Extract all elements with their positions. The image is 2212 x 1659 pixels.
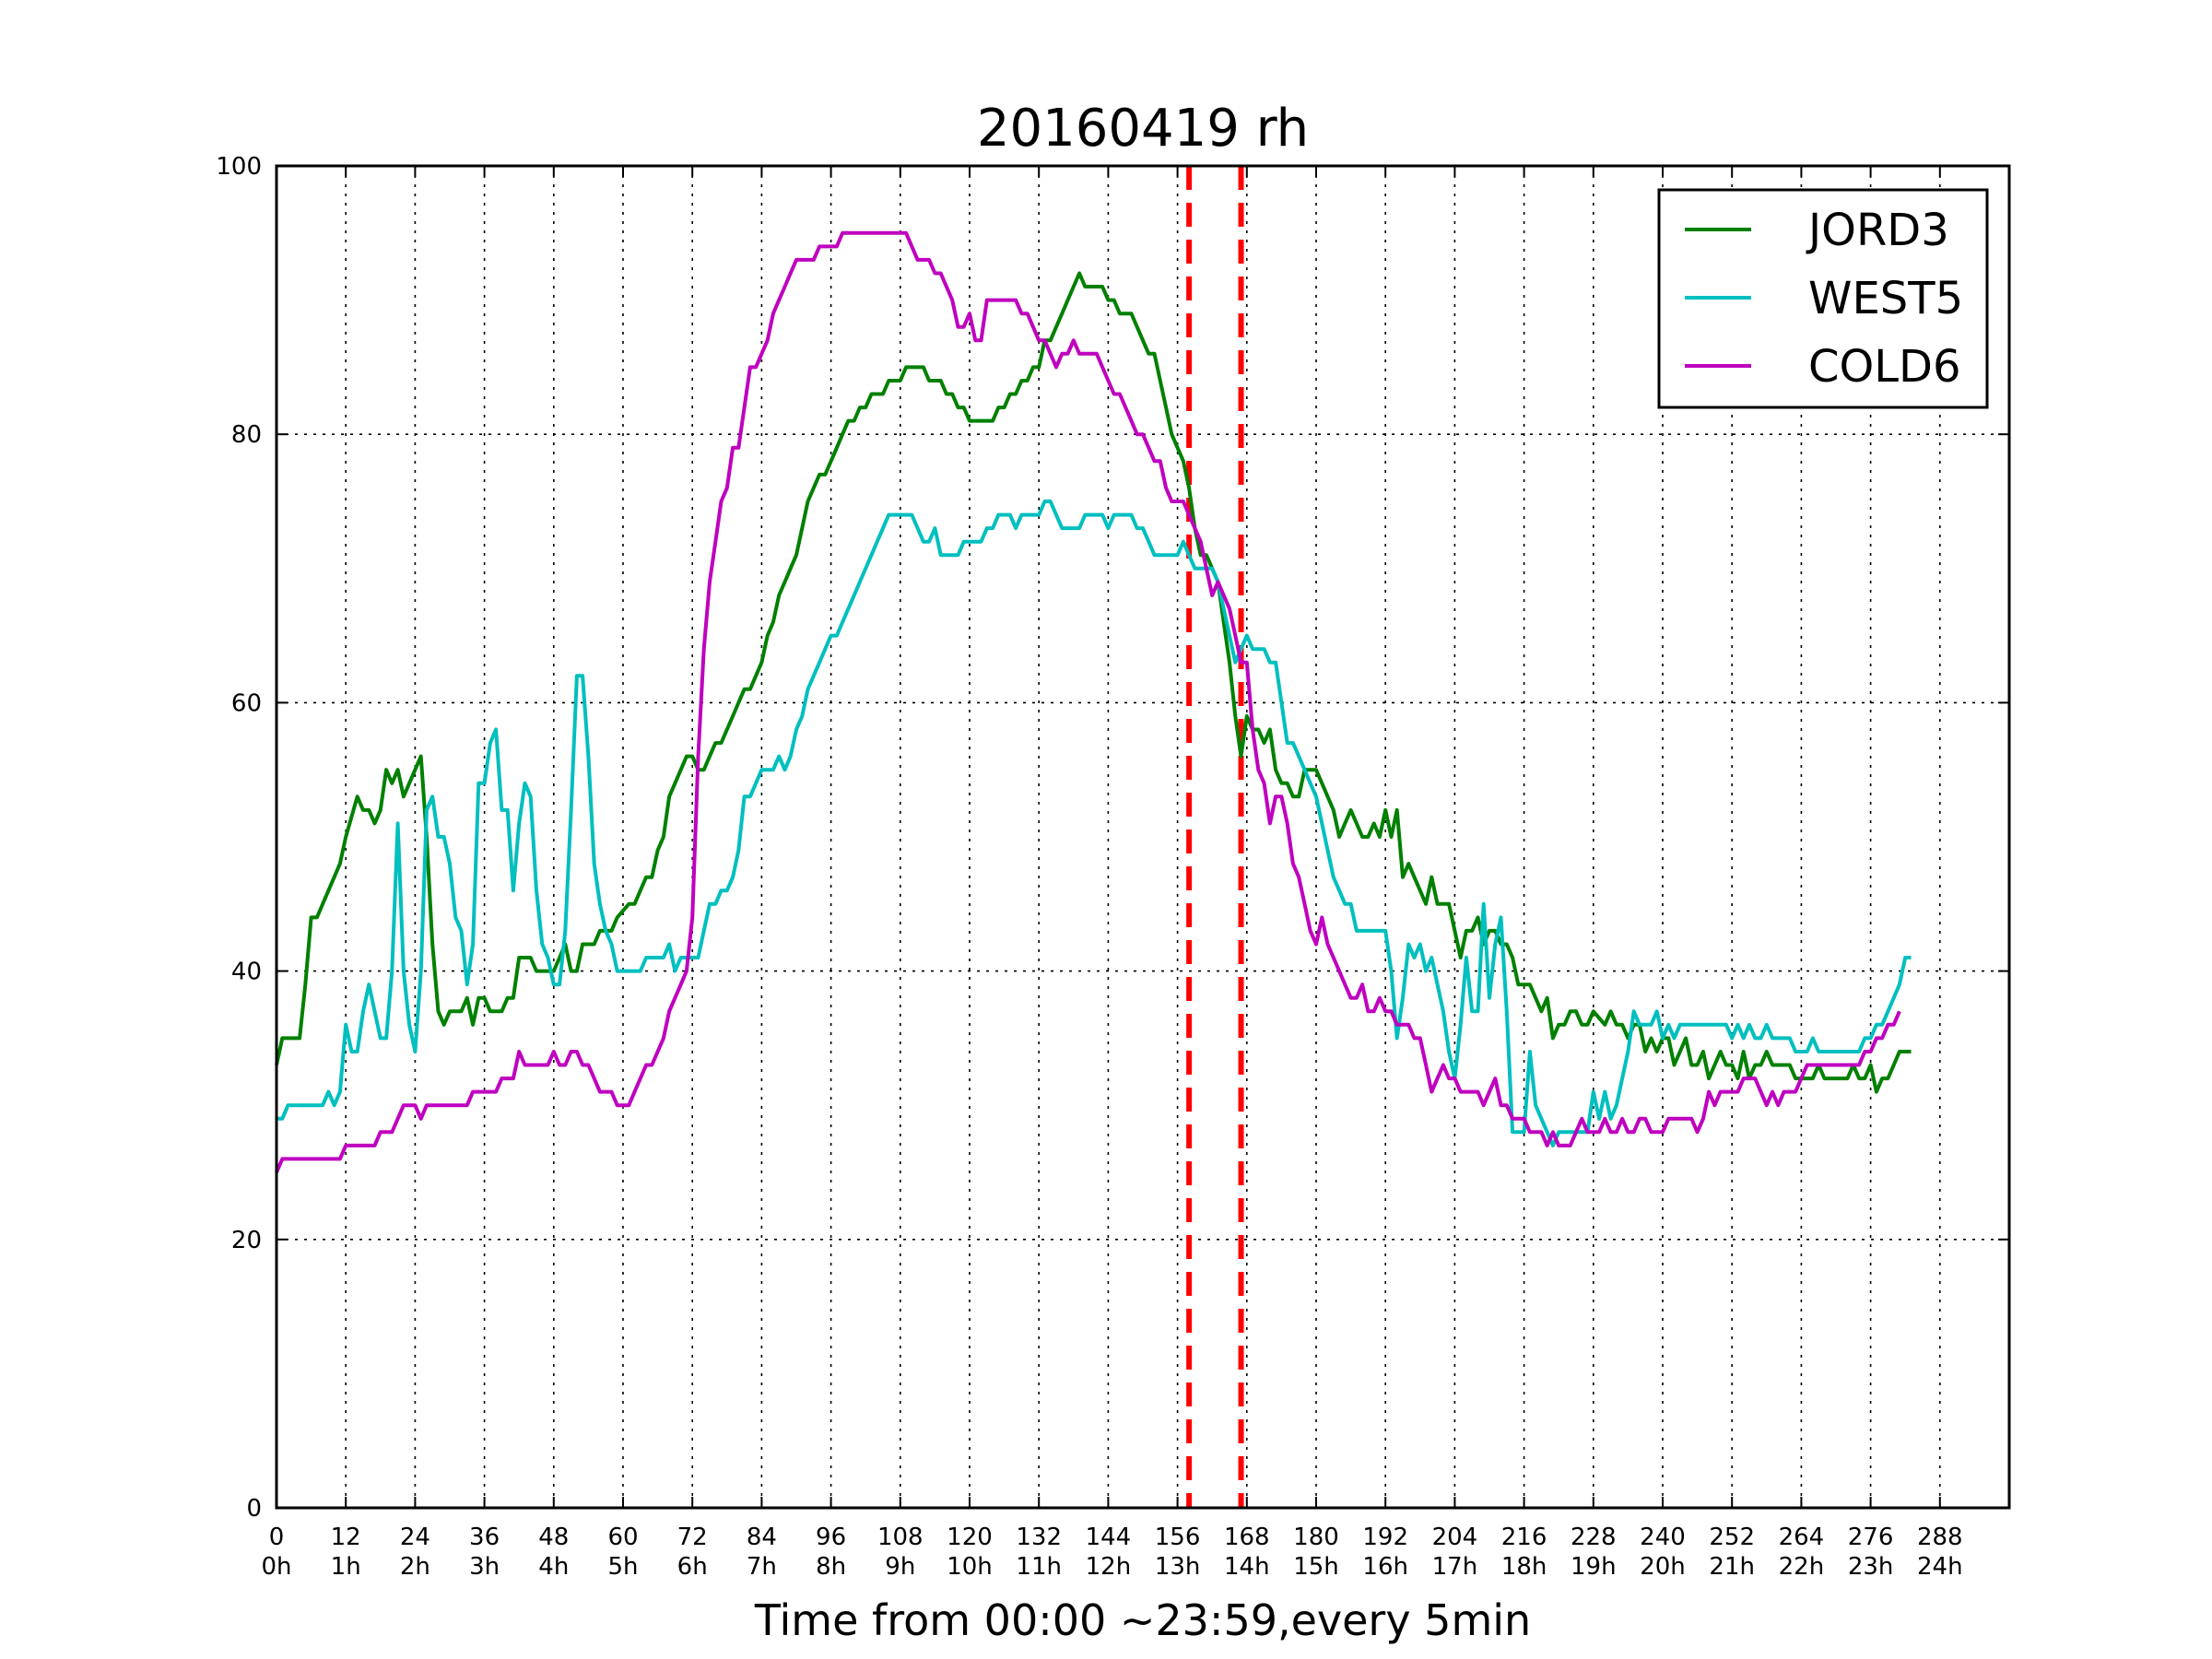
x-tick-label: 252: [1709, 1524, 1755, 1551]
y-tick-label: 40: [231, 959, 262, 986]
x-tick-label: 144: [1086, 1524, 1132, 1551]
x-tick-hour-label: 24h: [1917, 1553, 1963, 1581]
x-tick-hour-label: 1h: [331, 1553, 361, 1581]
reference-lines: [1186, 166, 1244, 1508]
x-tick-label: 96: [816, 1524, 846, 1551]
x-tick-hour-label: 5h: [607, 1553, 638, 1581]
x-tick-hour-label: 0h: [261, 1553, 291, 1581]
x-tick-label: 228: [1571, 1524, 1617, 1551]
legend: JORD3 WEST5 COLD6: [1657, 188, 1989, 409]
legend-label: JORD3: [1806, 205, 1949, 256]
x-tick-label: 48: [538, 1524, 569, 1551]
x-tick-label: 0: [269, 1524, 285, 1551]
plot-frame: [275, 164, 2011, 1510]
x-tick-label: 168: [1224, 1524, 1270, 1551]
x-tick-label: 108: [877, 1524, 924, 1551]
x-tick-label: 132: [1016, 1524, 1062, 1551]
x-tick-label: 12: [331, 1524, 361, 1551]
x-tick-hour-label: 3h: [469, 1553, 500, 1581]
x-tick-hour-label: 16h: [1362, 1553, 1408, 1581]
x-tick-hour-label: 12h: [1086, 1553, 1132, 1581]
series-lines: [275, 230, 1912, 1173]
x-tick-hour-label: 2h: [400, 1553, 430, 1581]
x-tick-hour-label: 22h: [1779, 1553, 1825, 1581]
legend-label: COLD6: [1808, 341, 1961, 393]
y-tick-label: 80: [231, 421, 262, 449]
x-tick-hour-label: 9h: [885, 1553, 915, 1581]
x-tick-hour-label: 7h: [747, 1553, 777, 1581]
series-line-cold6: [275, 230, 1901, 1173]
x-tick-label: 180: [1293, 1524, 1339, 1551]
x-tick-hour-label: 14h: [1224, 1553, 1270, 1581]
x-tick-label: 24: [400, 1524, 430, 1551]
axis-ticks: 00h121h242h363h484h605h726h847h968h1089h…: [216, 153, 2009, 1581]
x-tick-label: 84: [747, 1524, 777, 1551]
x-tick-label: 60: [607, 1524, 638, 1551]
x-tick-label: 276: [1848, 1524, 1894, 1551]
x-tick-hour-label: 20h: [1640, 1553, 1686, 1581]
chart-title: 20160419 rh: [977, 99, 1309, 159]
x-tick-label: 36: [469, 1524, 500, 1551]
x-tick-hour-label: 4h: [538, 1553, 569, 1581]
x-tick-label: 240: [1640, 1524, 1686, 1551]
x-tick-hour-label: 17h: [1432, 1553, 1478, 1581]
y-tick-label: 100: [216, 153, 262, 181]
y-tick-label: 0: [246, 1495, 262, 1523]
series-line-west5: [276, 500, 1912, 1147]
x-tick-hour-label: 8h: [816, 1553, 846, 1581]
x-tick-hour-label: 10h: [947, 1553, 993, 1581]
x-tick-hour-label: 18h: [1501, 1553, 1547, 1581]
x-tick-label: 156: [1155, 1524, 1201, 1551]
x-tick-hour-label: 21h: [1709, 1553, 1755, 1581]
legend-label: WEST5: [1808, 273, 1963, 324]
y-tick-label: 60: [231, 689, 262, 717]
x-tick-label: 216: [1501, 1524, 1547, 1551]
x-tick-hour-label: 23h: [1848, 1553, 1894, 1581]
x-tick-hour-label: 15h: [1293, 1553, 1339, 1581]
y-tick-label: 20: [231, 1227, 262, 1254]
x-tick-label: 72: [677, 1524, 708, 1551]
x-tick-hour-label: 19h: [1571, 1553, 1617, 1581]
x-tick-hour-label: 13h: [1155, 1553, 1201, 1581]
x-tick-label: 120: [947, 1524, 993, 1551]
x-tick-label: 264: [1779, 1524, 1825, 1551]
series-line-jord3: [275, 271, 1912, 1094]
x-tick-hour-label: 11h: [1016, 1553, 1062, 1581]
x-tick-hour-label: 6h: [677, 1553, 708, 1581]
x-tick-label: 192: [1362, 1524, 1408, 1551]
x-axis-label: Time from 00:00 ~23:59,every 5min: [754, 1595, 1531, 1645]
x-tick-label: 204: [1432, 1524, 1478, 1551]
x-tick-label: 288: [1917, 1524, 1963, 1551]
